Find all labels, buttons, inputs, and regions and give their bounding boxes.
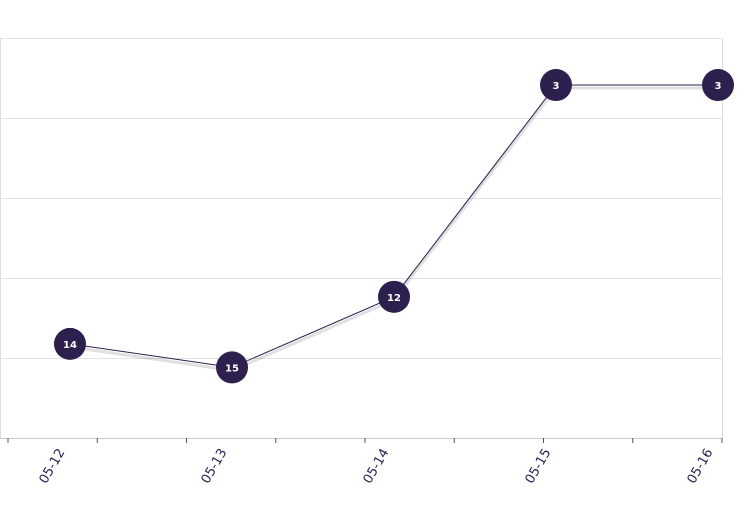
- data-label: 12: [387, 293, 401, 304]
- x-tick-label: 05-14: [361, 446, 393, 486]
- x-tick-label: 05-12: [37, 446, 69, 486]
- data-label: 15: [225, 363, 239, 374]
- point: [216, 351, 248, 384]
- point: [54, 327, 86, 360]
- data-label: 3: [553, 81, 560, 92]
- x-tick-label: 05-15: [523, 446, 555, 486]
- data-label: 3: [715, 81, 722, 92]
- line-shadow: [69, 86, 718, 372]
- point: [540, 69, 572, 102]
- line: [69, 84, 718, 368]
- x-tick-label: 05-16: [685, 446, 717, 486]
- point: [378, 280, 410, 313]
- data-label: 14: [63, 340, 77, 351]
- point: [702, 69, 734, 102]
- x-tick-label: 05-13: [199, 446, 231, 486]
